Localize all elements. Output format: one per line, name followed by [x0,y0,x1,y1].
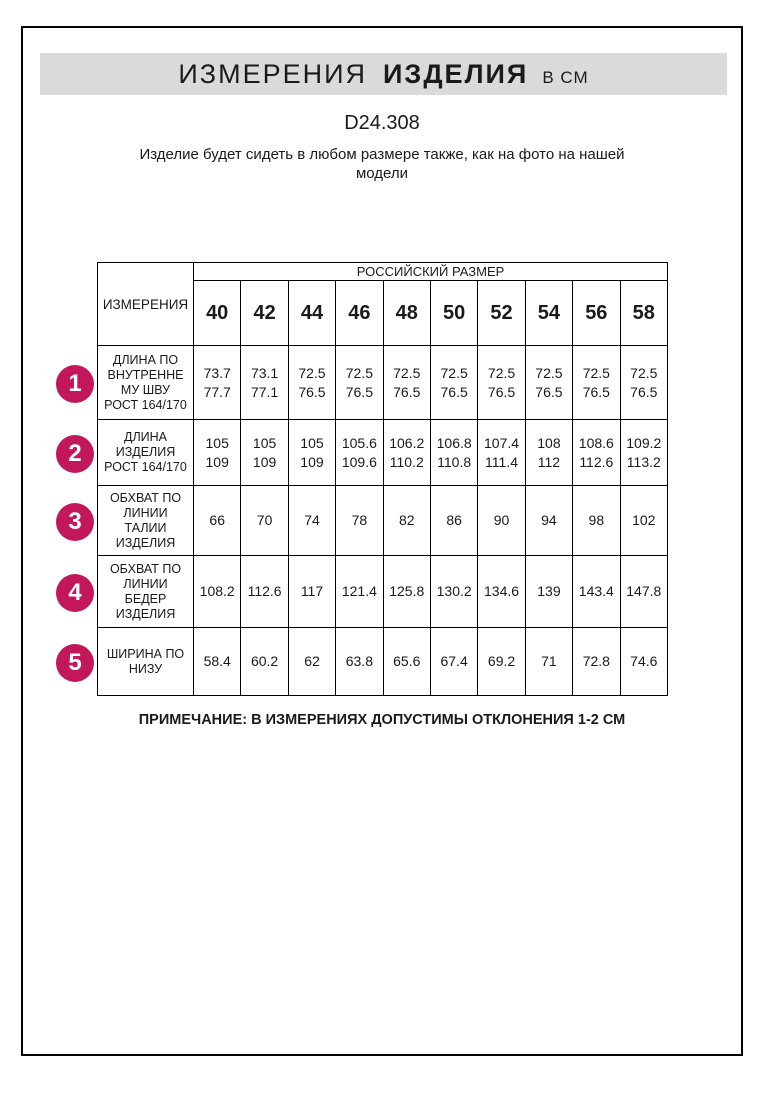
row-number-badge: 3 [56,503,94,541]
measurement-value: 108.6 112.6 [572,419,621,486]
measurement-value: 121.4 [335,555,384,628]
row-number-badge: 2 [56,435,94,473]
measurement-value: 147.8 [619,555,669,628]
measurement-value: 117 [287,555,337,628]
size-column-header: 44 [287,280,337,346]
measurement-value: 86 [429,485,479,556]
measurement-value: 72.5 76.5 [619,345,669,420]
measurement-value: 66 [192,485,242,556]
measurement-value: 58.4 [192,627,242,696]
measurement-value: 72.5 76.5 [287,345,337,420]
table-row: ОБХВАТ ПО ЛИНИИ БЕДЕР ИЗДЕЛИЯ 108.2 112.6 1… [97,555,669,628]
measurement-value: 106.2 110.2 [382,419,431,486]
measurement-value: 134.6 [477,555,526,628]
measurement-value: 105 109 [192,419,242,486]
measurement-value: 72.8 [572,627,621,696]
product-code: D24.308 [344,112,420,134]
measurement-value: 72.5 76.5 [524,345,574,420]
measurement-label: ОБХВАТ ПО ЛИНИИ БЕДЕР ИЗДЕЛИЯ [97,555,194,628]
table-row: ШИРИНА ПО НИЗУ 58.4 60.2 62 63.8 65.6 67.4 69.2… [97,627,669,696]
measurement-value: 74 [287,485,337,556]
measurement-value: 69.2 [477,627,526,696]
page-title-bold: ИЗДЕЛИЯ [383,59,529,89]
size-column-header: 46 [335,280,384,346]
measurement-label: ШИРИНА ПО НИЗУ [97,627,194,696]
tolerance-note: ПРИМЕЧАНИЕ: В ИЗМЕРЕНИЯХ ДОПУСТИМЫ ОТКЛО… [138,712,626,728]
size-column-header: 58 [619,280,669,346]
size-group-header: РОССИЙСКИЙ РАЗМЕР [192,262,669,281]
size-column-header: 40 [192,280,242,346]
size-column-header: 54 [524,280,574,346]
measurement-value: 94 [524,485,574,556]
measurement-value: 125.8 [382,555,431,628]
title-bar: ИЗМЕРЕНИЯ ИЗДЕЛИЯ В СМ [40,53,727,95]
size-column-header: 52 [477,280,526,346]
size-column-header: 56 [572,280,621,346]
measurement-value: 106.8 110.8 [429,419,479,486]
measurement-value: 73.1 77.1 [240,345,289,420]
row-number-badge: 1 [56,365,94,403]
measurement-value: 90 [477,485,526,556]
measurement-value: 72.5 76.5 [429,345,479,420]
page-title: ИЗМЕРЕНИЯ [178,59,367,89]
measurement-value: 102 [619,485,669,556]
table-row: ДЛИНА ПО ВНУТРЕННЕ МУ ШВУ РОСТ 164/170 73… [97,345,669,420]
page-title-units: В СМ [542,68,589,87]
size-column-header: 42 [240,280,289,346]
measurement-value: 73.7 77.7 [192,345,242,420]
page-border-frame: ИЗМЕРЕНИЯ ИЗДЕЛИЯ В СМ D24.308 Изделие буд… [21,26,743,1056]
row-number-badge: 4 [56,574,94,612]
measurement-value: 60.2 [240,627,289,696]
table-row: ДЛИНА ИЗДЕЛИЯ РОСТ 164/170 105 109 105 109… [97,419,669,486]
measurement-value: 112.6 [240,555,289,628]
measurement-value: 105 109 [287,419,337,486]
measurement-label: ОБХВАТ ПО ЛИНИИ ТАЛИИ ИЗДЕЛИЯ [97,485,194,556]
size-header-row: 40 42 44 46 48 50 52 54 56 58 [98,280,669,346]
measurement-value: 67.4 [429,627,479,696]
measurement-label: ДЛИНА ИЗДЕЛИЯ РОСТ 164/170 [97,419,194,486]
measurement-value: 71 [524,627,574,696]
size-group-row: ИЗМЕРЕНИЯ РОССИЙСКИЙ РАЗМЕР [97,262,669,346]
measurement-value: 105 109 [240,419,289,486]
measurement-value: 107.4 111.4 [477,419,526,486]
measurement-value: 98 [572,485,621,556]
measurement-value: 108 112 [524,419,574,486]
measurement-value: 65.6 [382,627,431,696]
measurement-value: 130.2 [429,555,479,628]
measurements-header-cell: ИЗМЕРЕНИЯ [97,262,194,346]
measurement-value: 72.5 76.5 [572,345,621,420]
measurement-value: 139 [524,555,574,628]
measurement-value: 74.6 [619,627,669,696]
measurement-value: 109.2 113.2 [619,419,669,486]
measurement-value: 72.5 76.5 [382,345,431,420]
measurement-value: 143.4 [572,555,621,628]
measurement-value: 78 [335,485,384,556]
size-table: ИЗМЕРЕНИЯ РОССИЙСКИЙ РАЗМЕР 40 42 44 46 48 50… [97,262,669,696]
measurement-value: 105.6 109.6 [335,419,384,486]
table-row: ОБХВАТ ПО ЛИНИИ ТАЛИИ ИЗДЕЛИЯ 66 70 74 78 82 8… [97,485,669,556]
measurement-value: 72.5 76.5 [335,345,384,420]
measurement-value: 70 [240,485,289,556]
size-column-header: 50 [429,280,479,346]
measurement-value: 62 [287,627,337,696]
measurement-value: 63.8 [335,627,384,696]
row-number-badge: 5 [56,644,94,682]
measurement-value: 108.2 [192,555,242,628]
measurement-value: 72.5 76.5 [477,345,526,420]
measurement-value: 82 [382,485,431,556]
fit-description: Изделие будет сидеть в любом размере так… [139,146,625,182]
measurement-label: ДЛИНА ПО ВНУТРЕННЕ МУ ШВУ РОСТ 164/170 [97,345,194,420]
size-column-header: 48 [382,280,431,346]
